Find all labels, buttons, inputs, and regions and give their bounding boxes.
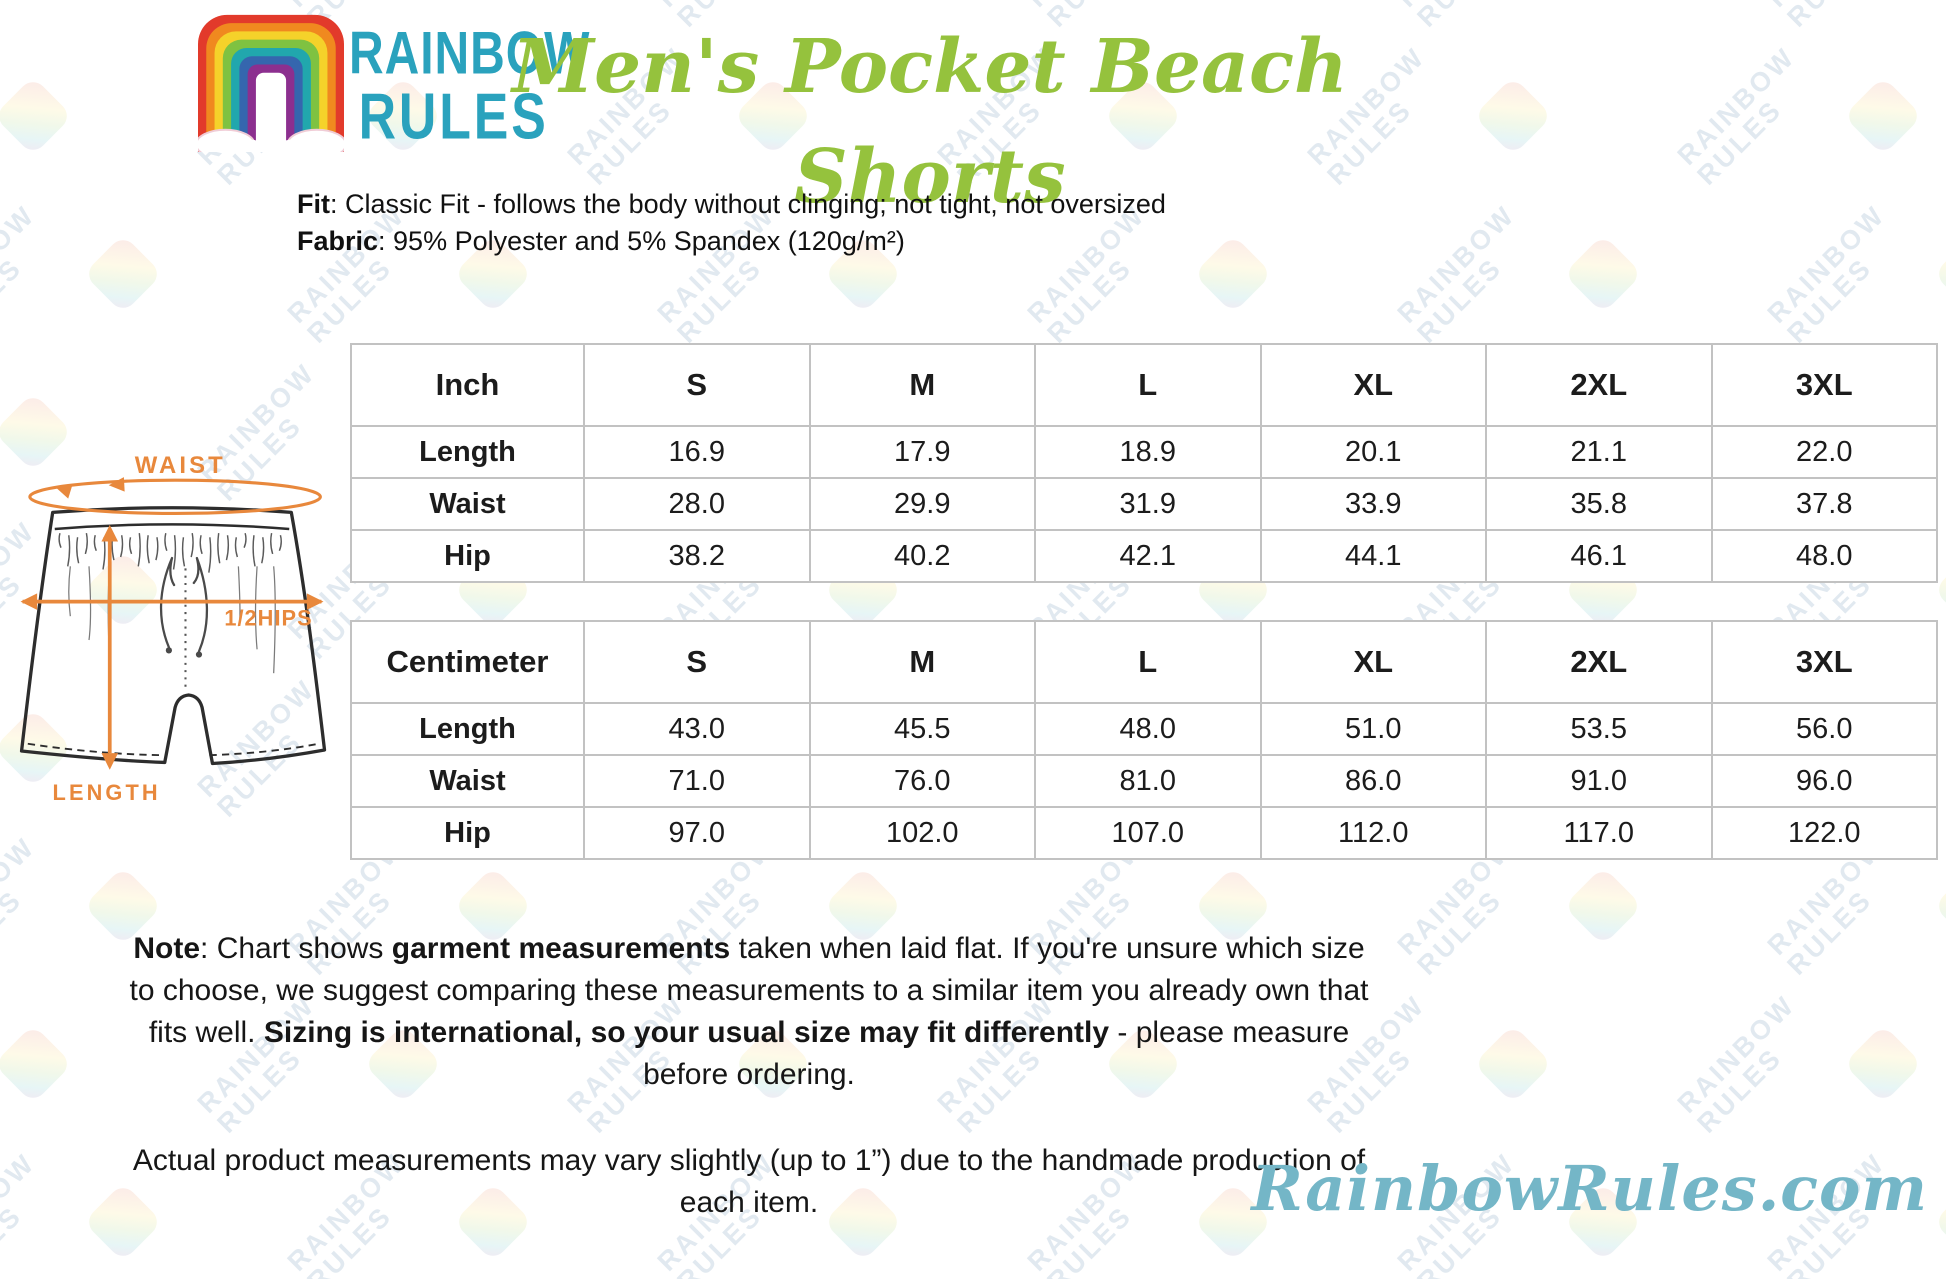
logo-word-rainbow: RAINBOW <box>349 19 591 87</box>
col-header: XL <box>1259 620 1487 704</box>
size-value: 76.0 <box>808 754 1036 808</box>
size-value: 21.1 <box>1485 425 1713 479</box>
row-label: Waist <box>350 477 585 531</box>
unit-header: Inch <box>350 343 585 427</box>
size-value: 97.0 <box>583 806 811 860</box>
product-info: Fit: Classic Fit - follows the body with… <box>297 186 1166 260</box>
col-header: S <box>583 343 811 427</box>
fabric-text: : 95% Polyester and 5% Spandex (120g/m²) <box>378 226 905 256</box>
sizing-note: Note: Chart shows garment measurements t… <box>118 928 1380 1096</box>
size-value: 51.0 <box>1259 702 1487 756</box>
size-value: 48.0 <box>1034 702 1262 756</box>
size-value: 44.1 <box>1259 529 1487 583</box>
col-header: 2XL <box>1485 343 1713 427</box>
fit-text: : Classic Fit - follows the body without… <box>330 189 1166 219</box>
unit-header: Centimeter <box>350 620 585 704</box>
size-value: 20.1 <box>1259 425 1487 479</box>
drawstring <box>159 556 209 653</box>
waist-measure-loop <box>28 478 322 515</box>
col-header: L <box>1034 343 1262 427</box>
logo-wordmark: RAINBOW RULES <box>349 22 590 149</box>
hem-stitch <box>27 742 319 757</box>
size-value: 53.5 <box>1485 702 1713 756</box>
size-value: 33.9 <box>1259 477 1487 531</box>
waist-label: WAIST <box>135 452 226 479</box>
size-value: 29.9 <box>808 477 1036 531</box>
size-value: 35.8 <box>1485 477 1713 531</box>
row-label: Hip <box>350 806 585 860</box>
col-header: L <box>1034 620 1262 704</box>
fit-line: Fit: Classic Fit - follows the body with… <box>297 186 1166 223</box>
note-bold-text: Sizing is international, so your usual s… <box>263 1016 1110 1049</box>
col-header: 3XL <box>1710 343 1938 427</box>
size-value: 43.0 <box>583 702 811 756</box>
website-wordmark: RainbowRules.com <box>1251 1152 1928 1225</box>
size-value: 102.0 <box>808 806 1036 860</box>
table-row: Hip 38.2 40.2 42.1 44.1 46.1 48.0 <box>350 529 1938 583</box>
rainbow-logo-icon <box>195 14 347 268</box>
col-header: M <box>808 620 1036 704</box>
size-table-inch: Inch S M L XL 2XL 3XL Length 16.9 17.9 1… <box>350 343 1938 583</box>
size-value: 28.0 <box>583 477 811 531</box>
variance-note: Actual product measurements may vary sli… <box>132 1144 1366 1219</box>
row-label: Hip <box>350 529 585 583</box>
fabric-line: Fabric: 95% Polyester and 5% Spandex (12… <box>297 223 1166 260</box>
row-label: Length <box>350 425 585 479</box>
note-text: - please measure before ordering. <box>643 1016 1350 1091</box>
size-value: 18.9 <box>1034 425 1262 479</box>
fit-label: Fit <box>297 189 330 219</box>
shorts-outline <box>19 506 327 766</box>
size-value: 91.0 <box>1485 754 1713 808</box>
length-label: LENGTH <box>53 780 161 805</box>
size-value: 46.1 <box>1485 529 1713 583</box>
note-bold-text: garment measurements <box>391 932 731 965</box>
table-header-row: Inch S M L XL 2XL 3XL <box>350 343 1938 427</box>
row-label: Length <box>350 702 585 756</box>
note-label: Note <box>133 932 201 965</box>
table-row: Waist 28.0 29.9 31.9 33.9 35.8 37.8 <box>350 477 1938 531</box>
size-value: 107.0 <box>1034 806 1262 860</box>
size-value: 38.2 <box>583 529 811 583</box>
note-text: taken when laid flat. If you're unsure w… <box>129 932 1369 1049</box>
table-row: Length 16.9 17.9 18.9 20.1 21.1 22.0 <box>350 425 1938 479</box>
row-label: Waist <box>350 754 585 808</box>
fabric-label: Fabric <box>297 226 379 256</box>
col-header: XL <box>1259 343 1487 427</box>
table-row: Length 43.0 45.5 48.0 51.0 53.5 56.0 <box>350 702 1938 756</box>
size-value: 45.5 <box>808 702 1036 756</box>
size-value: 56.0 <box>1710 702 1938 756</box>
product-title: Men's Pocket Beach Shorts <box>512 24 1348 220</box>
size-table-centimeter: Centimeter S M L XL 2XL 3XL Length 43.0 … <box>350 620 1938 860</box>
size-value: 122.0 <box>1710 806 1938 860</box>
size-value: 42.1 <box>1034 529 1262 583</box>
shorts-measurement-diagram: WAIST 1/2HIPS LENGTH <box>6 446 338 833</box>
size-value: 48.0 <box>1710 529 1938 583</box>
table-row: Waist 71.0 76.0 81.0 86.0 91.0 96.0 <box>350 754 1938 808</box>
size-value: 17.9 <box>808 425 1036 479</box>
col-header: M <box>808 343 1036 427</box>
size-value: 117.0 <box>1485 806 1713 860</box>
note-text: : Chart shows <box>200 932 392 965</box>
size-value: 112.0 <box>1259 806 1487 860</box>
hips-label: 1/2HIPS <box>224 605 312 630</box>
size-value: 37.8 <box>1710 477 1938 531</box>
table-row: Hip 97.0 102.0 107.0 112.0 117.0 122.0 <box>350 806 1938 860</box>
col-header: S <box>583 620 811 704</box>
logo-word-rules: RULES <box>358 80 549 153</box>
size-value: 86.0 <box>1259 754 1487 808</box>
col-header: 2XL <box>1485 620 1713 704</box>
table-header-row: Centimeter S M L XL 2XL 3XL <box>350 620 1938 704</box>
size-value: 81.0 <box>1034 754 1262 808</box>
size-value: 40.2 <box>808 529 1036 583</box>
size-value: 31.9 <box>1034 477 1262 531</box>
size-value: 71.0 <box>583 754 811 808</box>
size-value: 22.0 <box>1710 425 1938 479</box>
size-value: 96.0 <box>1710 754 1938 808</box>
col-header: 3XL <box>1710 620 1938 704</box>
size-value: 16.9 <box>583 425 811 479</box>
